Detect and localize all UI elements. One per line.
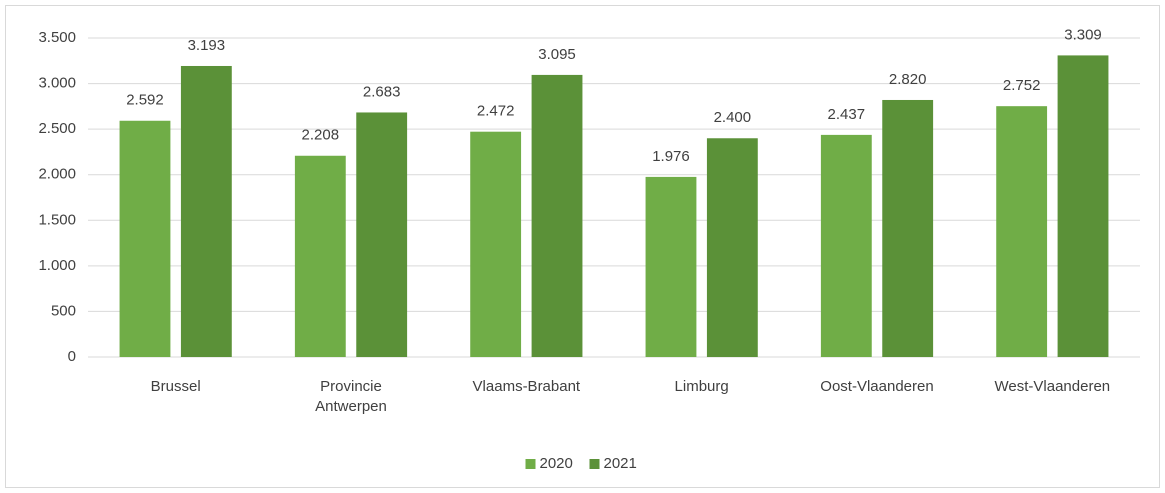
y-tick-label: 3.000 xyxy=(38,75,76,92)
bar xyxy=(356,112,408,357)
bar xyxy=(531,74,583,358)
x-tick-label: Provincie Antwerpen xyxy=(315,378,387,415)
x-tick-label: Limburg xyxy=(674,378,729,395)
y-tick-label: 2.500 xyxy=(38,120,76,137)
data-label: 2.400 xyxy=(714,109,752,126)
data-label: 2.683 xyxy=(363,83,401,100)
bar xyxy=(119,120,171,357)
data-label: 2.472 xyxy=(477,103,515,120)
bar xyxy=(1057,55,1109,357)
legend-swatch xyxy=(589,459,600,469)
data-label: 2.437 xyxy=(828,106,866,123)
data-label: 2.820 xyxy=(889,71,927,88)
bar xyxy=(645,176,697,357)
data-label: 1.976 xyxy=(652,148,690,165)
x-tick-label: Vlaams-Brabant xyxy=(472,378,581,395)
bar xyxy=(882,99,934,357)
x-tick-label: Oost-Vlaanderen xyxy=(820,378,934,395)
data-label: 3.193 xyxy=(188,37,226,54)
data-label: 3.309 xyxy=(1064,26,1102,43)
y-tick-label: 1.500 xyxy=(38,211,76,228)
x-tick-label: West-Vlaanderen xyxy=(994,378,1111,395)
y-tick-label: 500 xyxy=(51,302,76,319)
bar xyxy=(820,134,872,357)
bar xyxy=(180,65,232,357)
bar xyxy=(706,138,758,357)
legend-label: 2020 xyxy=(540,455,573,472)
data-label: 2.752 xyxy=(1003,77,1041,94)
legend-swatch xyxy=(525,459,536,469)
y-tick-label: 2.000 xyxy=(38,166,76,183)
bar xyxy=(470,131,522,357)
data-label: 2.592 xyxy=(126,92,164,109)
x-tick-label: Brussel xyxy=(150,378,201,395)
y-tick-label: 0 xyxy=(68,348,76,365)
y-tick-label: 3.500 xyxy=(38,29,76,46)
data-label: 2.208 xyxy=(302,127,340,144)
bar xyxy=(294,155,346,357)
legend-label: 2021 xyxy=(604,455,637,472)
data-label: 3.095 xyxy=(538,46,576,63)
y-tick-label: 1.000 xyxy=(38,257,76,274)
bar xyxy=(996,106,1048,357)
chart-border xyxy=(5,5,1160,488)
